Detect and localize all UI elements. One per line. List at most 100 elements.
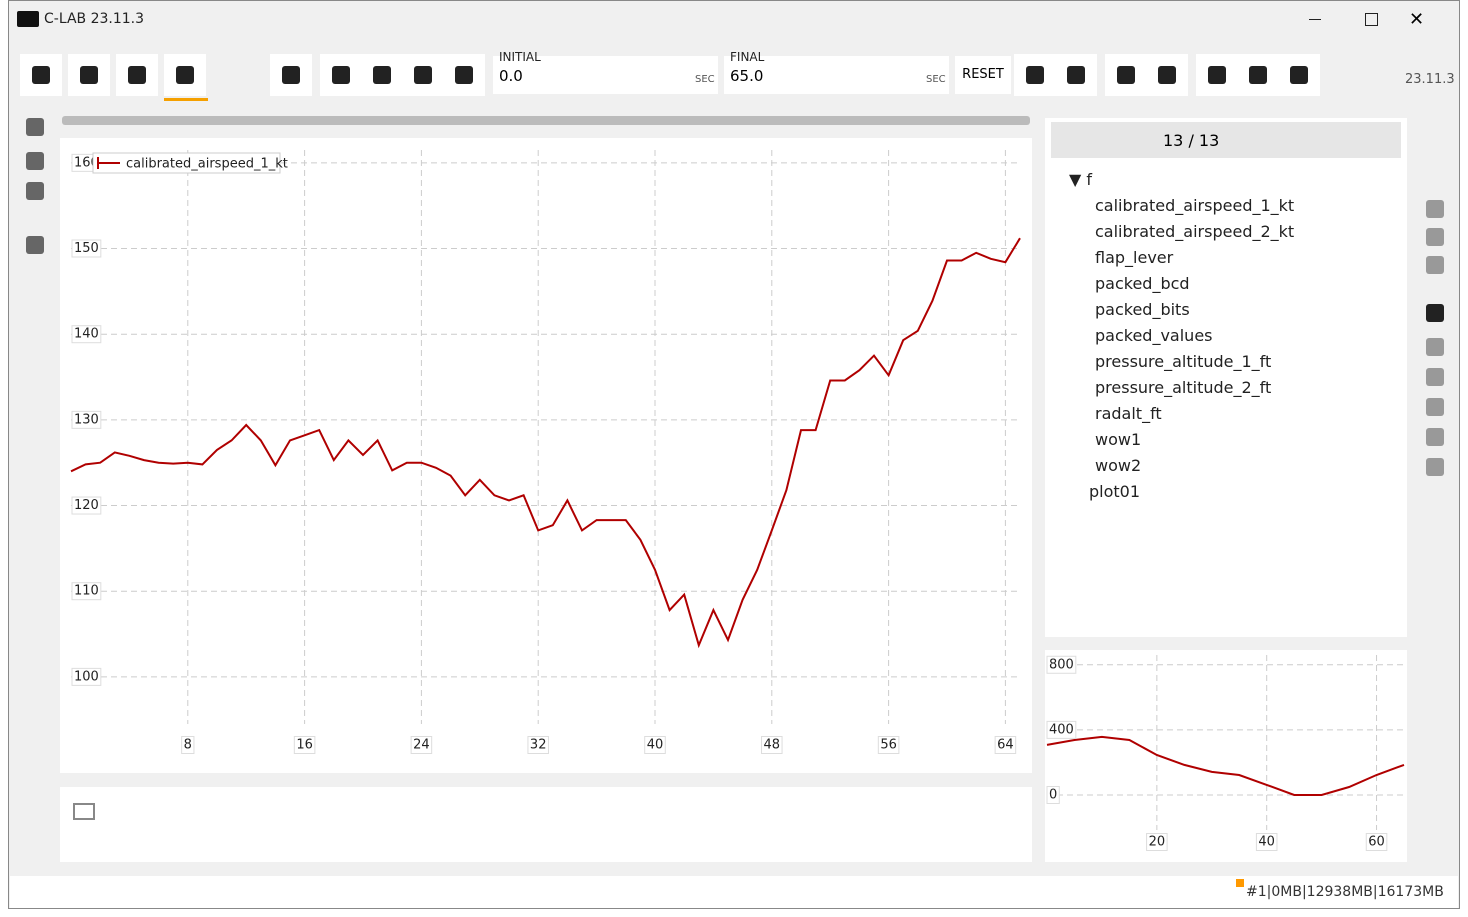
- final-label: FINAL: [730, 50, 765, 64]
- tree-count: 13 / 13: [1163, 131, 1220, 150]
- tick-label: 8: [184, 738, 192, 753]
- initial-label: INITIAL: [499, 50, 541, 64]
- mini-chart: 0 400 800 20 40 60: [1046, 655, 1405, 851]
- final-unit: SEC: [926, 74, 946, 85]
- close[interactable]: ✕: [1409, 9, 1425, 30]
- side-icon[interactable]: [26, 118, 44, 136]
- icon: [1067, 66, 1085, 84]
- side-icon[interactable]: [26, 152, 44, 170]
- tick-label-box: [71, 582, 102, 601]
- side-icon[interactable]: [1426, 338, 1444, 356]
- tick-label: 0: [1049, 788, 1057, 803]
- side-icon[interactable]: [1426, 256, 1444, 274]
- series-line: [1046, 735, 1405, 796]
- side-icon[interactable]: [1426, 428, 1444, 446]
- side-icon[interactable]: [26, 182, 44, 200]
- icon: [1290, 66, 1308, 84]
- tick-label-box: [181, 736, 195, 754]
- folder-icon[interactable]: [73, 803, 95, 820]
- side-icon[interactable]: [1426, 228, 1444, 246]
- toolbar-button[interactable]: [1055, 54, 1097, 96]
- toolbar-button[interactable]: [1105, 54, 1147, 96]
- tick-label-box: [877, 736, 900, 754]
- icon: [128, 66, 146, 84]
- tree-root[interactable]: ▼ f: [1069, 170, 1093, 189]
- toolbar-button[interactable]: [164, 54, 206, 96]
- tick-label: 20: [1149, 835, 1166, 850]
- tick-label-box: [71, 667, 102, 686]
- legend-label: calibrated_airspeed_1_kt: [126, 157, 288, 172]
- toolbar-button[interactable]: [20, 54, 62, 96]
- tick-label-box: [1365, 833, 1388, 851]
- final-value: 65.0: [730, 67, 764, 85]
- initial-field[interactable]: [493, 56, 718, 94]
- tick-label: 100: [74, 669, 99, 684]
- side-icon[interactable]: [1426, 304, 1444, 322]
- tree-item[interactable]: calibrated_airspeed_1_kt: [1095, 196, 1295, 215]
- maximize[interactable]: [1365, 13, 1378, 26]
- main-chart-panel: 100 110 120 130 140 150 160 8 16 24 32 40 48 56 64 cali…: [60, 138, 1032, 773]
- toolbar-button[interactable]: [1237, 54, 1279, 96]
- icon: [1026, 66, 1044, 84]
- icon: [332, 66, 350, 84]
- tick-label: 400: [1049, 722, 1074, 737]
- side-icon[interactable]: [1426, 398, 1444, 416]
- tick-label-box: [1146, 833, 1168, 851]
- icon: [176, 66, 194, 84]
- tick-label-box: [71, 496, 102, 515]
- status-indicator: [1236, 879, 1244, 887]
- bottom-panel: [60, 787, 1032, 862]
- tick-label-box: [994, 736, 1017, 754]
- toolbar-button[interactable]: [68, 54, 110, 96]
- side-icon[interactable]: [1426, 200, 1444, 218]
- tick-label: 40: [647, 738, 664, 753]
- tree-item[interactable]: flap_lever: [1095, 248, 1174, 267]
- tick-label-box: [293, 736, 316, 754]
- tree-item[interactable]: packed_bits: [1095, 300, 1190, 319]
- icon: [455, 66, 473, 84]
- toolbar-button[interactable]: [1146, 54, 1188, 96]
- side-icon[interactable]: [1426, 458, 1444, 476]
- icon: [32, 66, 50, 84]
- tick-label: 60: [1368, 835, 1385, 850]
- side-icon[interactable]: [1426, 368, 1444, 386]
- tree-item[interactable]: radalt_ft: [1095, 404, 1162, 423]
- mini-chart-panel: 0 400 800 20 40 60: [1045, 650, 1407, 862]
- final-field[interactable]: [724, 56, 949, 94]
- icon: [373, 66, 391, 84]
- toolbar-button[interactable]: [1196, 54, 1238, 96]
- toolbar-button[interactable]: [402, 54, 444, 96]
- icon: [1208, 66, 1226, 84]
- tick-label: 16: [296, 738, 313, 753]
- tick-label: 64: [997, 738, 1014, 753]
- toolbar-button[interactable]: [116, 54, 158, 96]
- reset-button[interactable]: RESET: [955, 56, 1011, 94]
- toolbar-button[interactable]: [270, 54, 312, 96]
- tree-item[interactable]: pressure_altitude_1_ft: [1095, 352, 1272, 371]
- version: 23.11.3: [1405, 72, 1455, 87]
- toolbar-button[interactable]: [443, 54, 485, 96]
- tree-item[interactable]: wow2: [1095, 456, 1142, 475]
- toolbar-button[interactable]: [361, 54, 403, 96]
- tree-item[interactable]: packed_bcd: [1095, 274, 1190, 293]
- toolbar-button[interactable]: [1278, 54, 1320, 96]
- initial-value: 0.0: [499, 67, 523, 85]
- app-icon: [17, 11, 39, 27]
- series-line: [70, 237, 1021, 649]
- scrollbar[interactable]: [62, 116, 1030, 125]
- tree-toolbar: [1051, 122, 1401, 158]
- toolbar-button[interactable]: [320, 54, 362, 96]
- tree-item[interactable]: pressure_altitude_2_ft: [1095, 378, 1272, 397]
- legend-box: [92, 152, 281, 174]
- tree-item[interactable]: packed_values: [1095, 326, 1213, 345]
- toolbar-button[interactable]: [1014, 54, 1056, 96]
- icon: [80, 66, 98, 84]
- side-icon[interactable]: [26, 236, 44, 254]
- icon: [1158, 66, 1176, 84]
- tick-label-box: [1255, 833, 1278, 851]
- tree-item[interactable]: calibrated_airspeed_2_kt: [1095, 222, 1295, 241]
- tree-item[interactable]: wow1: [1095, 430, 1142, 449]
- tree-plot[interactable]: plot01: [1089, 482, 1141, 501]
- minimize[interactable]: [1309, 19, 1321, 20]
